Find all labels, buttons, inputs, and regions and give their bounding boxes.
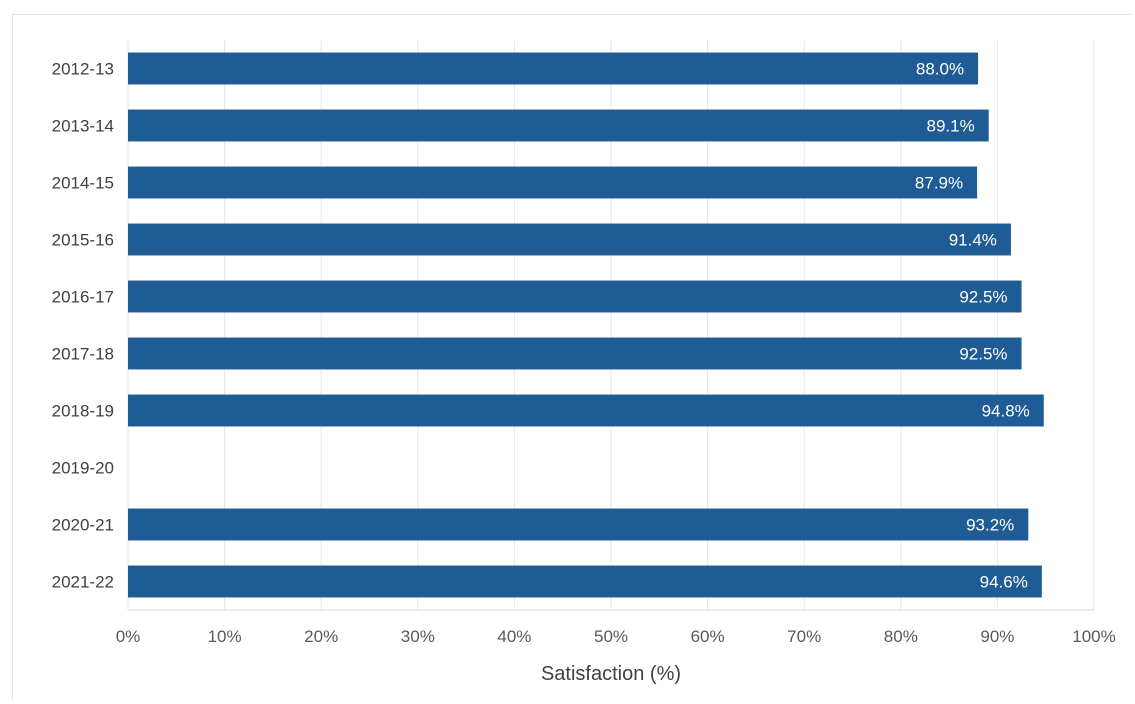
category-label: 2019-20 bbox=[52, 459, 114, 478]
x-tick-labels: 0% 10% 20% 30% 40% 50% 60% 70% 80% 90% 100% bbox=[116, 627, 1116, 646]
bar bbox=[128, 109, 989, 142]
x-tick-label: 20% bbox=[304, 627, 338, 646]
bar bbox=[128, 52, 979, 85]
bar bbox=[128, 508, 1029, 541]
bar-data-label: 91.4% bbox=[949, 231, 997, 250]
x-axis-title: Satisfaction (%) bbox=[541, 663, 681, 685]
bar-data-label: 89.1% bbox=[927, 117, 975, 136]
x-tick-label: 90% bbox=[980, 627, 1014, 646]
category-label: 2013-14 bbox=[52, 117, 114, 136]
category-labels: 2012-13 2013-14 2014-15 2015-16 2016-17 2017-… bbox=[52, 60, 114, 592]
bar-data-label: 87.9% bbox=[915, 174, 963, 193]
x-tick-label: 100% bbox=[1072, 627, 1115, 646]
bar-data-label: 94.6% bbox=[980, 573, 1028, 592]
x-tick-label: 0% bbox=[116, 627, 141, 646]
category-label: 2016-17 bbox=[52, 288, 114, 307]
x-tick-label: 10% bbox=[208, 627, 242, 646]
bar-data-label: 92.5% bbox=[959, 345, 1007, 364]
bar-data-label: 93.2% bbox=[966, 516, 1014, 535]
x-tick-label: 30% bbox=[401, 627, 435, 646]
x-tick-label: 70% bbox=[787, 627, 821, 646]
category-label: 2018-19 bbox=[52, 402, 114, 421]
bar-data-label: 94.8% bbox=[982, 402, 1030, 421]
bar bbox=[128, 223, 1011, 256]
category-label: 2017-18 bbox=[52, 345, 114, 364]
bar-data-label: 92.5% bbox=[959, 288, 1007, 307]
category-label: 2015-16 bbox=[52, 231, 114, 250]
category-label: 2021-22 bbox=[52, 573, 114, 592]
bar bbox=[128, 337, 1022, 370]
x-tick-label: 80% bbox=[884, 627, 918, 646]
bar bbox=[128, 280, 1022, 313]
chart-frame bbox=[12, 14, 1132, 700]
x-tick-label: 40% bbox=[497, 627, 531, 646]
category-label: 2014-15 bbox=[52, 174, 114, 193]
bars: 88.0% 89.1% 87.9% 91.4% 92.5% 92.5% 94.8% 93.2%… bbox=[128, 52, 1044, 598]
x-tick-label: 50% bbox=[594, 627, 628, 646]
bar-data-label: 88.0% bbox=[916, 60, 964, 79]
bar bbox=[128, 565, 1042, 598]
category-label: 2020-21 bbox=[52, 516, 114, 535]
bar bbox=[128, 394, 1044, 427]
bar bbox=[128, 166, 978, 199]
x-tick-label: 60% bbox=[691, 627, 725, 646]
category-label: 2012-13 bbox=[52, 60, 114, 79]
